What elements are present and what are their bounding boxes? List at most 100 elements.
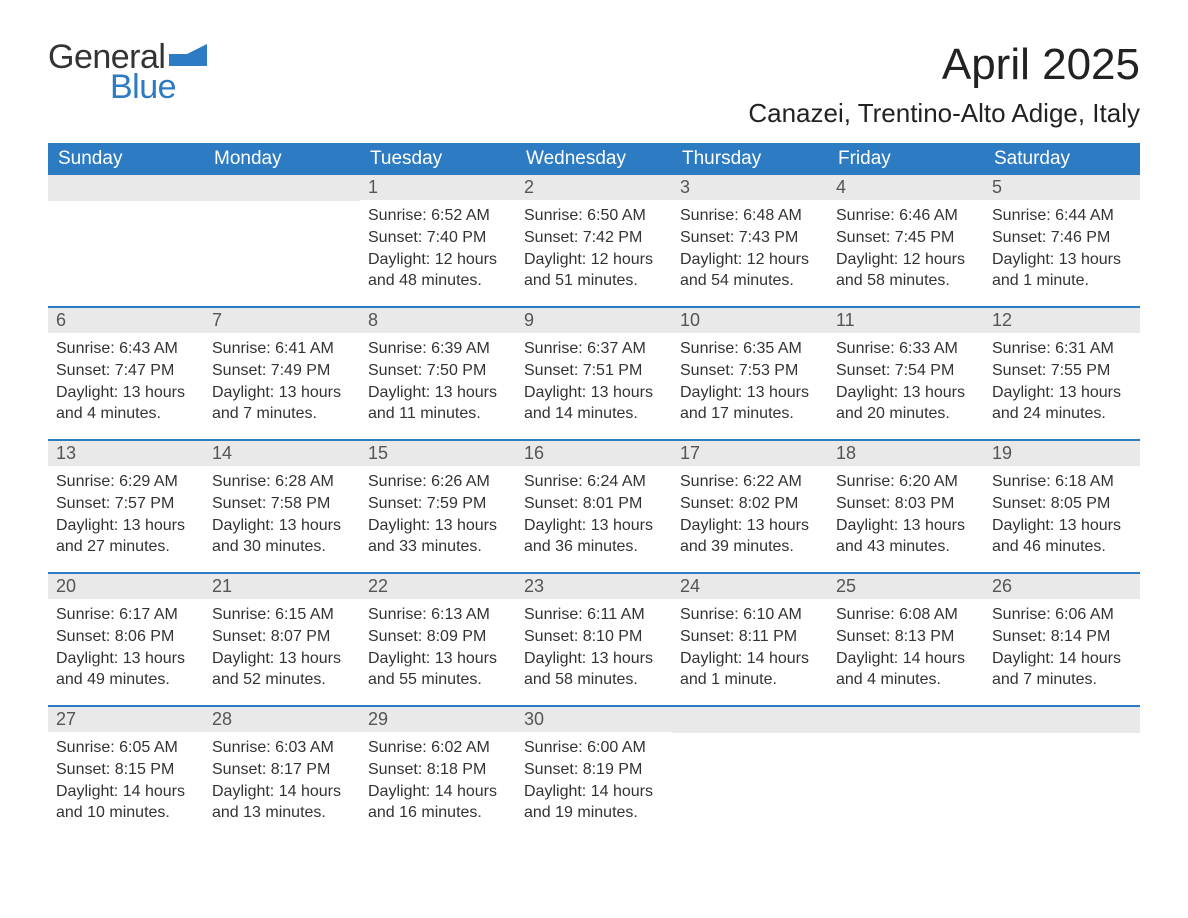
- calendar-day-cell: 1Sunrise: 6:52 AMSunset: 7:40 PMDaylight…: [360, 175, 516, 307]
- day-detail-line: Sunset: 8:01 PM: [524, 494, 664, 515]
- day-detail-line: Daylight: 13 hours: [680, 383, 820, 404]
- day-detail-line: Sunset: 7:57 PM: [56, 494, 196, 515]
- calendar-day-cell: 7Sunrise: 6:41 AMSunset: 7:49 PMDaylight…: [204, 308, 360, 440]
- day-detail-line: Sunset: 8:15 PM: [56, 760, 196, 781]
- day-detail-line: Sunset: 8:14 PM: [992, 627, 1132, 648]
- day-detail-line: Sunset: 8:03 PM: [836, 494, 976, 515]
- day-details: Sunrise: 6:26 AMSunset: 7:59 PMDaylight:…: [360, 466, 516, 558]
- calendar-day-cell: 14Sunrise: 6:28 AMSunset: 7:58 PMDayligh…: [204, 441, 360, 573]
- day-detail-line: Sunrise: 6:18 AM: [992, 472, 1132, 493]
- day-detail-line: Daylight: 12 hours: [368, 250, 508, 271]
- day-detail-line: Sunset: 7:58 PM: [212, 494, 352, 515]
- day-detail-line: and 49 minutes.: [56, 670, 196, 691]
- day-number: 8: [360, 308, 516, 333]
- day-details: Sunrise: 6:02 AMSunset: 8:18 PMDaylight:…: [360, 732, 516, 824]
- day-details: Sunrise: 6:44 AMSunset: 7:46 PMDaylight:…: [984, 200, 1140, 292]
- day-detail-line: Sunset: 7:49 PM: [212, 361, 352, 382]
- day-detail-line: Sunrise: 6:17 AM: [56, 605, 196, 626]
- day-detail-line: Daylight: 13 hours: [368, 516, 508, 537]
- day-detail-line: Daylight: 13 hours: [836, 516, 976, 537]
- day-detail-line: Sunset: 8:13 PM: [836, 627, 976, 648]
- calendar-day-cell: 20Sunrise: 6:17 AMSunset: 8:06 PMDayligh…: [48, 574, 204, 706]
- calendar-day-cell: 9Sunrise: 6:37 AMSunset: 7:51 PMDaylight…: [516, 308, 672, 440]
- calendar-day-cell: 26Sunrise: 6:06 AMSunset: 8:14 PMDayligh…: [984, 574, 1140, 706]
- day-detail-line: Sunrise: 6:29 AM: [56, 472, 196, 493]
- day-detail-line: and 52 minutes.: [212, 670, 352, 691]
- calendar-day-cell: 17Sunrise: 6:22 AMSunset: 8:02 PMDayligh…: [672, 441, 828, 573]
- calendar-day-cell: [672, 707, 828, 839]
- calendar-week-row: 27Sunrise: 6:05 AMSunset: 8:15 PMDayligh…: [48, 707, 1140, 839]
- day-number: 5: [984, 175, 1140, 200]
- day-details: Sunrise: 6:29 AMSunset: 7:57 PMDaylight:…: [48, 466, 204, 558]
- day-detail-line: Sunset: 7:46 PM: [992, 228, 1132, 249]
- day-detail-line: Sunset: 7:53 PM: [680, 361, 820, 382]
- day-details: Sunrise: 6:39 AMSunset: 7:50 PMDaylight:…: [360, 333, 516, 425]
- day-detail-line: Sunrise: 6:03 AM: [212, 738, 352, 759]
- day-detail-line: Daylight: 13 hours: [992, 516, 1132, 537]
- day-details: Sunrise: 6:33 AMSunset: 7:54 PMDaylight:…: [828, 333, 984, 425]
- day-detail-line: Sunset: 8:06 PM: [56, 627, 196, 648]
- day-detail-line: and 46 minutes.: [992, 537, 1132, 558]
- day-detail-line: Sunrise: 6:48 AM: [680, 206, 820, 227]
- day-detail-line: and 20 minutes.: [836, 404, 976, 425]
- day-detail-line: Sunset: 8:05 PM: [992, 494, 1132, 515]
- day-detail-line: Sunrise: 6:44 AM: [992, 206, 1132, 227]
- day-detail-line: Daylight: 13 hours: [524, 516, 664, 537]
- day-detail-line: Sunset: 7:51 PM: [524, 361, 664, 382]
- day-detail-line: Sunrise: 6:08 AM: [836, 605, 976, 626]
- day-detail-line: Sunrise: 6:39 AM: [368, 339, 508, 360]
- calendar-day-cell: 29Sunrise: 6:02 AMSunset: 8:18 PMDayligh…: [360, 707, 516, 839]
- day-number: 15: [360, 441, 516, 466]
- day-details: Sunrise: 6:18 AMSunset: 8:05 PMDaylight:…: [984, 466, 1140, 558]
- day-detail-line: and 7 minutes.: [992, 670, 1132, 691]
- calendar-day-cell: 12Sunrise: 6:31 AMSunset: 7:55 PMDayligh…: [984, 308, 1140, 440]
- day-details: Sunrise: 6:52 AMSunset: 7:40 PMDaylight:…: [360, 200, 516, 292]
- day-detail-line: Sunrise: 6:46 AM: [836, 206, 976, 227]
- day-detail-line: Sunset: 7:55 PM: [992, 361, 1132, 382]
- day-detail-line: Sunrise: 6:00 AM: [524, 738, 664, 759]
- day-detail-line: Sunrise: 6:28 AM: [212, 472, 352, 493]
- day-detail-line: Daylight: 13 hours: [212, 516, 352, 537]
- day-details: Sunrise: 6:22 AMSunset: 8:02 PMDaylight:…: [672, 466, 828, 558]
- calendar-day-cell: 28Sunrise: 6:03 AMSunset: 8:17 PMDayligh…: [204, 707, 360, 839]
- calendar-day-cell: 25Sunrise: 6:08 AMSunset: 8:13 PMDayligh…: [828, 574, 984, 706]
- day-number: 19: [984, 441, 1140, 466]
- day-detail-line: Sunset: 8:11 PM: [680, 627, 820, 648]
- header-bar: General Blue April 2025 Canazei, Trentin…: [48, 40, 1140, 129]
- day-detail-line: Daylight: 14 hours: [368, 782, 508, 803]
- day-detail-line: Sunrise: 6:41 AM: [212, 339, 352, 360]
- day-detail-line: Sunset: 7:43 PM: [680, 228, 820, 249]
- weekday-header: Thursday: [672, 143, 828, 175]
- day-detail-line: and 55 minutes.: [368, 670, 508, 691]
- day-number: 22: [360, 574, 516, 599]
- day-number: 21: [204, 574, 360, 599]
- day-detail-line: and 13 minutes.: [212, 803, 352, 824]
- calendar-day-cell: 10Sunrise: 6:35 AMSunset: 7:53 PMDayligh…: [672, 308, 828, 440]
- day-detail-line: and 36 minutes.: [524, 537, 664, 558]
- day-detail-line: and 33 minutes.: [368, 537, 508, 558]
- day-detail-line: and 39 minutes.: [680, 537, 820, 558]
- day-detail-line: and 54 minutes.: [680, 271, 820, 292]
- weekday-header: Sunday: [48, 143, 204, 175]
- day-detail-line: Sunrise: 6:11 AM: [524, 605, 664, 626]
- day-number-empty: [204, 175, 360, 201]
- day-details: Sunrise: 6:03 AMSunset: 8:17 PMDaylight:…: [204, 732, 360, 824]
- day-detail-line: Sunrise: 6:52 AM: [368, 206, 508, 227]
- day-detail-line: Sunrise: 6:15 AM: [212, 605, 352, 626]
- title-block: April 2025 Canazei, Trentino-Alto Adige,…: [748, 40, 1140, 129]
- day-detail-line: Sunrise: 6:20 AM: [836, 472, 976, 493]
- calendar-week-row: 20Sunrise: 6:17 AMSunset: 8:06 PMDayligh…: [48, 574, 1140, 706]
- day-number: 23: [516, 574, 672, 599]
- day-detail-line: Sunrise: 6:02 AM: [368, 738, 508, 759]
- day-details: Sunrise: 6:46 AMSunset: 7:45 PMDaylight:…: [828, 200, 984, 292]
- calendar-day-cell: 5Sunrise: 6:44 AMSunset: 7:46 PMDaylight…: [984, 175, 1140, 307]
- day-number: 12: [984, 308, 1140, 333]
- day-number: 13: [48, 441, 204, 466]
- day-detail-line: Daylight: 13 hours: [56, 649, 196, 670]
- day-detail-line: and 24 minutes.: [992, 404, 1132, 425]
- day-detail-line: Sunrise: 6:33 AM: [836, 339, 976, 360]
- day-detail-line: and 17 minutes.: [680, 404, 820, 425]
- day-number: 10: [672, 308, 828, 333]
- day-detail-line: Sunrise: 6:24 AM: [524, 472, 664, 493]
- day-detail-line: Sunrise: 6:26 AM: [368, 472, 508, 493]
